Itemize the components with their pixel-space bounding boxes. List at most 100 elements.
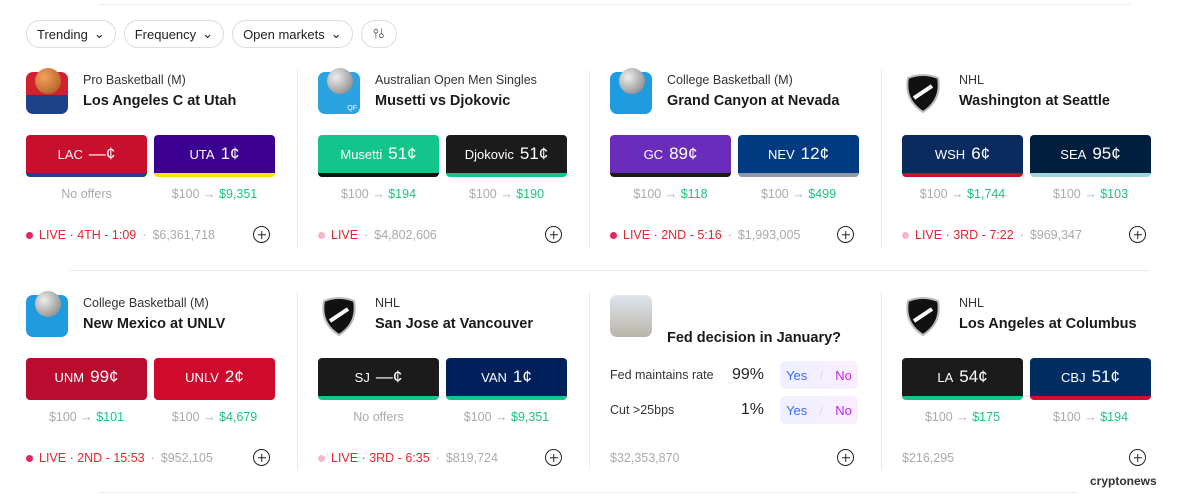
market-footer: $32,353,870 (610, 451, 680, 465)
outcome-button-unlv[interactable]: UNLV 2¢ (154, 358, 275, 400)
outcome-button-uta[interactable]: UTA 1¢ (154, 135, 275, 177)
payout-text: $100 → $194 (318, 187, 439, 201)
add-icon[interactable] (253, 226, 270, 243)
market-category: Pro Basketball (M) (83, 73, 186, 87)
add-icon[interactable] (253, 449, 270, 466)
stake: $100 → (919, 187, 964, 201)
payout-text: $100 → $190 (446, 187, 567, 201)
market-title[interactable]: Los Angeles C at Utah (83, 93, 237, 109)
live-status: LIVE · 2ND - 5:16 (623, 228, 722, 242)
live-status: LIVE · 3RD - 7:22 (915, 228, 1014, 242)
no-button[interactable]: No (835, 367, 852, 383)
add-icon[interactable] (1129, 226, 1146, 243)
market-title[interactable]: New Mexico at UNLV (83, 316, 226, 332)
stake: $100 → (340, 187, 385, 201)
separator: · (364, 228, 369, 242)
price: —¢ (88, 144, 116, 163)
outcome-button-djokovic[interactable]: Djokovic 51¢ (446, 135, 567, 177)
column-divider (881, 292, 882, 470)
outcome-button-wsh[interactable]: WSH 6¢ (902, 135, 1023, 177)
live-dot (26, 231, 33, 239)
add-icon[interactable] (545, 226, 562, 243)
payout: $190 (516, 187, 545, 201)
nhl-shield-icon (318, 295, 360, 337)
row-divider (70, 270, 1150, 271)
market-footer: LIVE · 2ND - 5:16 · $1,993,005 (610, 228, 800, 242)
outcome-button-van[interactable]: VAN 1¢ (446, 358, 567, 400)
add-icon[interactable] (545, 449, 562, 466)
chevron-down-icon: ⌄ (202, 26, 214, 41)
team-label: SEA (1060, 146, 1087, 162)
stake: $100 → (924, 410, 969, 424)
outcome-button-la[interactable]: LA 54¢ (902, 358, 1023, 400)
stake: $100 → (633, 187, 678, 201)
payout-text: $100 → $4,679 (154, 410, 275, 424)
price: 51¢ (519, 144, 549, 163)
price: 1¢ (512, 367, 532, 386)
nhl-shield-icon (902, 72, 944, 114)
payout: $9,351 (219, 187, 258, 201)
column-divider (881, 70, 882, 248)
stake: $100 → (463, 410, 508, 424)
market-title[interactable]: Fed decision in January? (667, 330, 842, 346)
outcome-button-nev[interactable]: NEV 12¢ (738, 135, 859, 177)
market-card: College Basketball (M) New Mexico at UNLV… (26, 291, 298, 491)
team-label: VAN (481, 369, 507, 385)
outcome-button-cbj[interactable]: CBJ 51¢ (1030, 358, 1151, 400)
market-footer: LIVE · 3RD - 7:22 · $969,347 (902, 228, 1082, 242)
outcome-button-sea[interactable]: SEA 95¢ (1030, 135, 1151, 177)
team-label: UNM (54, 369, 85, 385)
live-dot (26, 454, 33, 462)
team-label: UNLV (185, 369, 219, 385)
separator: · (142, 228, 147, 242)
team-label: WSH (934, 146, 966, 162)
outcome-button-gc[interactable]: GC 89¢ (610, 135, 731, 177)
outcome-button-musetti[interactable]: Musetti 51¢ (318, 135, 439, 177)
price: 6¢ (971, 144, 991, 163)
payout: $101 (96, 410, 125, 424)
outcome-button-lac[interactable]: LAC —¢ (26, 135, 147, 177)
payout-text: $100 → $175 (902, 410, 1023, 424)
option-percent: 1% (740, 401, 764, 418)
market-title[interactable]: San Jose at Vancouver (375, 316, 533, 332)
filter-settings-button[interactable]: ⫯⫰ (360, 20, 397, 48)
watermark-logo: cryptonews (1090, 474, 1157, 488)
team-label: UTA (189, 146, 215, 162)
market-title[interactable]: Los Angeles at Columbus (959, 316, 1137, 332)
yes-no-toggle: Yes / No (780, 396, 858, 424)
add-icon[interactable] (1129, 449, 1146, 466)
column-divider (297, 292, 298, 470)
column-divider (589, 292, 590, 470)
stake: $100 → (1052, 187, 1097, 201)
payout-text: $100 → $9,351 (446, 410, 567, 424)
open-markets-dropdown[interactable]: Open markets ⌄ (232, 20, 353, 48)
volume: $819,724 (445, 451, 498, 465)
option-row: Fed maintains rate 99% Yes / No (610, 361, 860, 389)
add-icon[interactable] (837, 226, 854, 243)
add-icon[interactable] (837, 449, 854, 466)
team-label: Musetti (340, 146, 383, 162)
live-status: LIVE · 3RD - 6:35 (331, 451, 430, 465)
frequency-dropdown[interactable]: Frequency ⌄ (123, 20, 225, 48)
price: —¢ (375, 367, 403, 386)
market-footer: LIVE · 4TH - 1:09 · $6,361,718 (26, 228, 215, 242)
price: 95¢ (1092, 144, 1121, 163)
market-title[interactable]: Grand Canyon at Nevada (667, 93, 840, 109)
market-title[interactable]: Musetti vs Djokovic (375, 93, 511, 109)
outcome-button-sj[interactable]: SJ —¢ (318, 358, 439, 400)
outcome-button-unm[interactable]: UNM 99¢ (26, 358, 147, 400)
yes-button[interactable]: Yes (786, 402, 808, 418)
volume: $6,361,718 (152, 228, 215, 242)
market-category: NHL (375, 296, 401, 310)
live-status: LIVE · 4TH - 1:09 (39, 228, 137, 242)
payout: $1,744 (967, 187, 1006, 201)
yes-button[interactable]: Yes (786, 367, 808, 383)
stake: $100 → (48, 410, 93, 424)
basketball-icon (26, 68, 68, 114)
market-title[interactable]: Washington at Seattle (959, 93, 1110, 109)
payout: $4,679 (219, 410, 258, 424)
separator: / (819, 402, 824, 418)
trending-dropdown[interactable]: Trending ⌄ (26, 20, 116, 48)
no-button[interactable]: No (835, 402, 852, 418)
payout-text: $100 → $499 (738, 187, 859, 201)
